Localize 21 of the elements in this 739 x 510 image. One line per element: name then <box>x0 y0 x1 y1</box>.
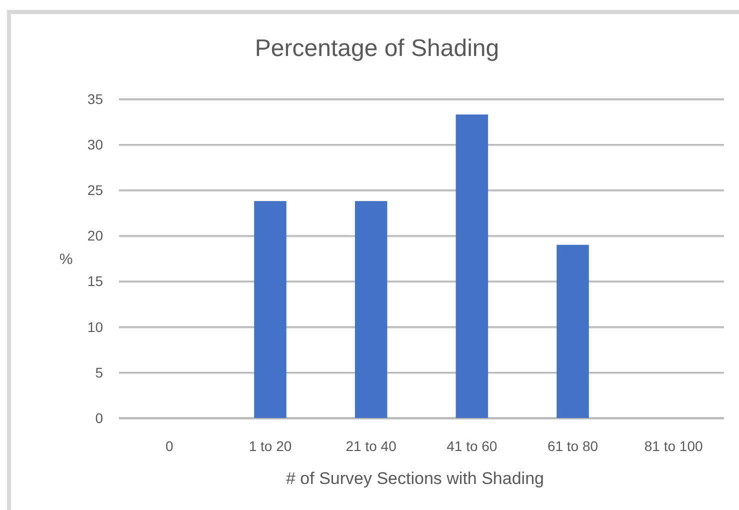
bar <box>254 201 286 418</box>
y-tick-label: 10 <box>87 318 104 335</box>
y-tick-label: 5 <box>95 364 104 380</box>
y-tick-label: 0 <box>95 410 104 426</box>
y-tick-label: 30 <box>87 136 104 152</box>
y-tick-label: 35 <box>87 90 104 107</box>
bar <box>456 114 488 418</box>
x-tick-label: 21 to 40 <box>346 438 397 454</box>
y-tick-label: 15 <box>87 273 104 290</box>
x-tick-label: 81 to 100 <box>644 438 703 454</box>
y-tick-label: 20 <box>87 228 104 244</box>
y-tick-label: 25 <box>87 182 104 198</box>
x-tick-label: 1 to 20 <box>248 438 292 454</box>
y-axis-title: % <box>59 250 73 268</box>
chart-title: Percentage of Shading <box>254 35 500 62</box>
x-tick-label: 61 to 80 <box>547 438 598 454</box>
x-tick-label: 41 to 60 <box>446 438 498 454</box>
bar <box>354 201 388 418</box>
x-tick-label: 0 <box>166 438 174 454</box>
x-axis-title: # of Survey Sections with Shading <box>286 469 544 488</box>
bar <box>556 244 589 418</box>
